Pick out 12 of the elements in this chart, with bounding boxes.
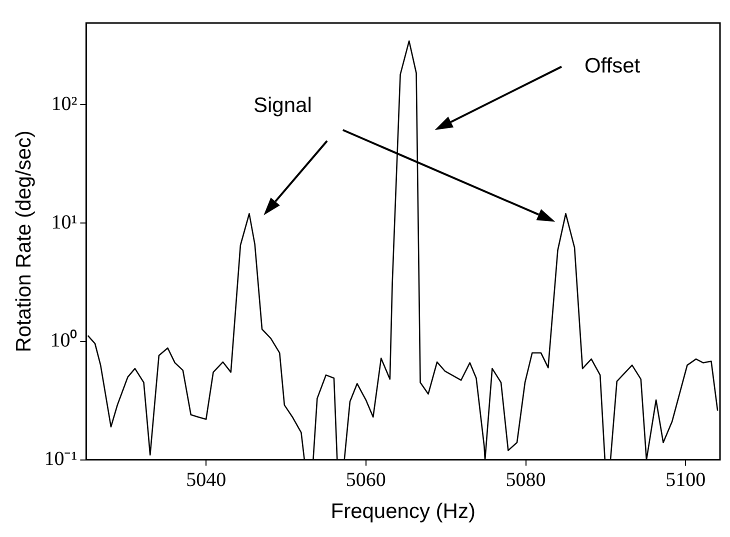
y-tick-label: 10² [51, 92, 78, 115]
annotation: Offset [584, 54, 640, 78]
x-axis-title: Frequency (Hz) [330, 500, 476, 524]
y-tick-label: 10¹ [51, 211, 78, 234]
y-tick-label: 10⁻¹ [44, 448, 78, 470]
x-tick-label: 5080 [506, 469, 546, 492]
y-tick-label: 10⁰ [50, 328, 78, 352]
annotation: Signal [253, 94, 312, 117]
x-tick-label: 5100 [666, 469, 706, 492]
x-tick-label: 5060 [346, 469, 386, 492]
y-axis-title: Rotation Rate (deg/sec) [12, 130, 36, 352]
x-tick-label: 5040 [186, 469, 226, 492]
